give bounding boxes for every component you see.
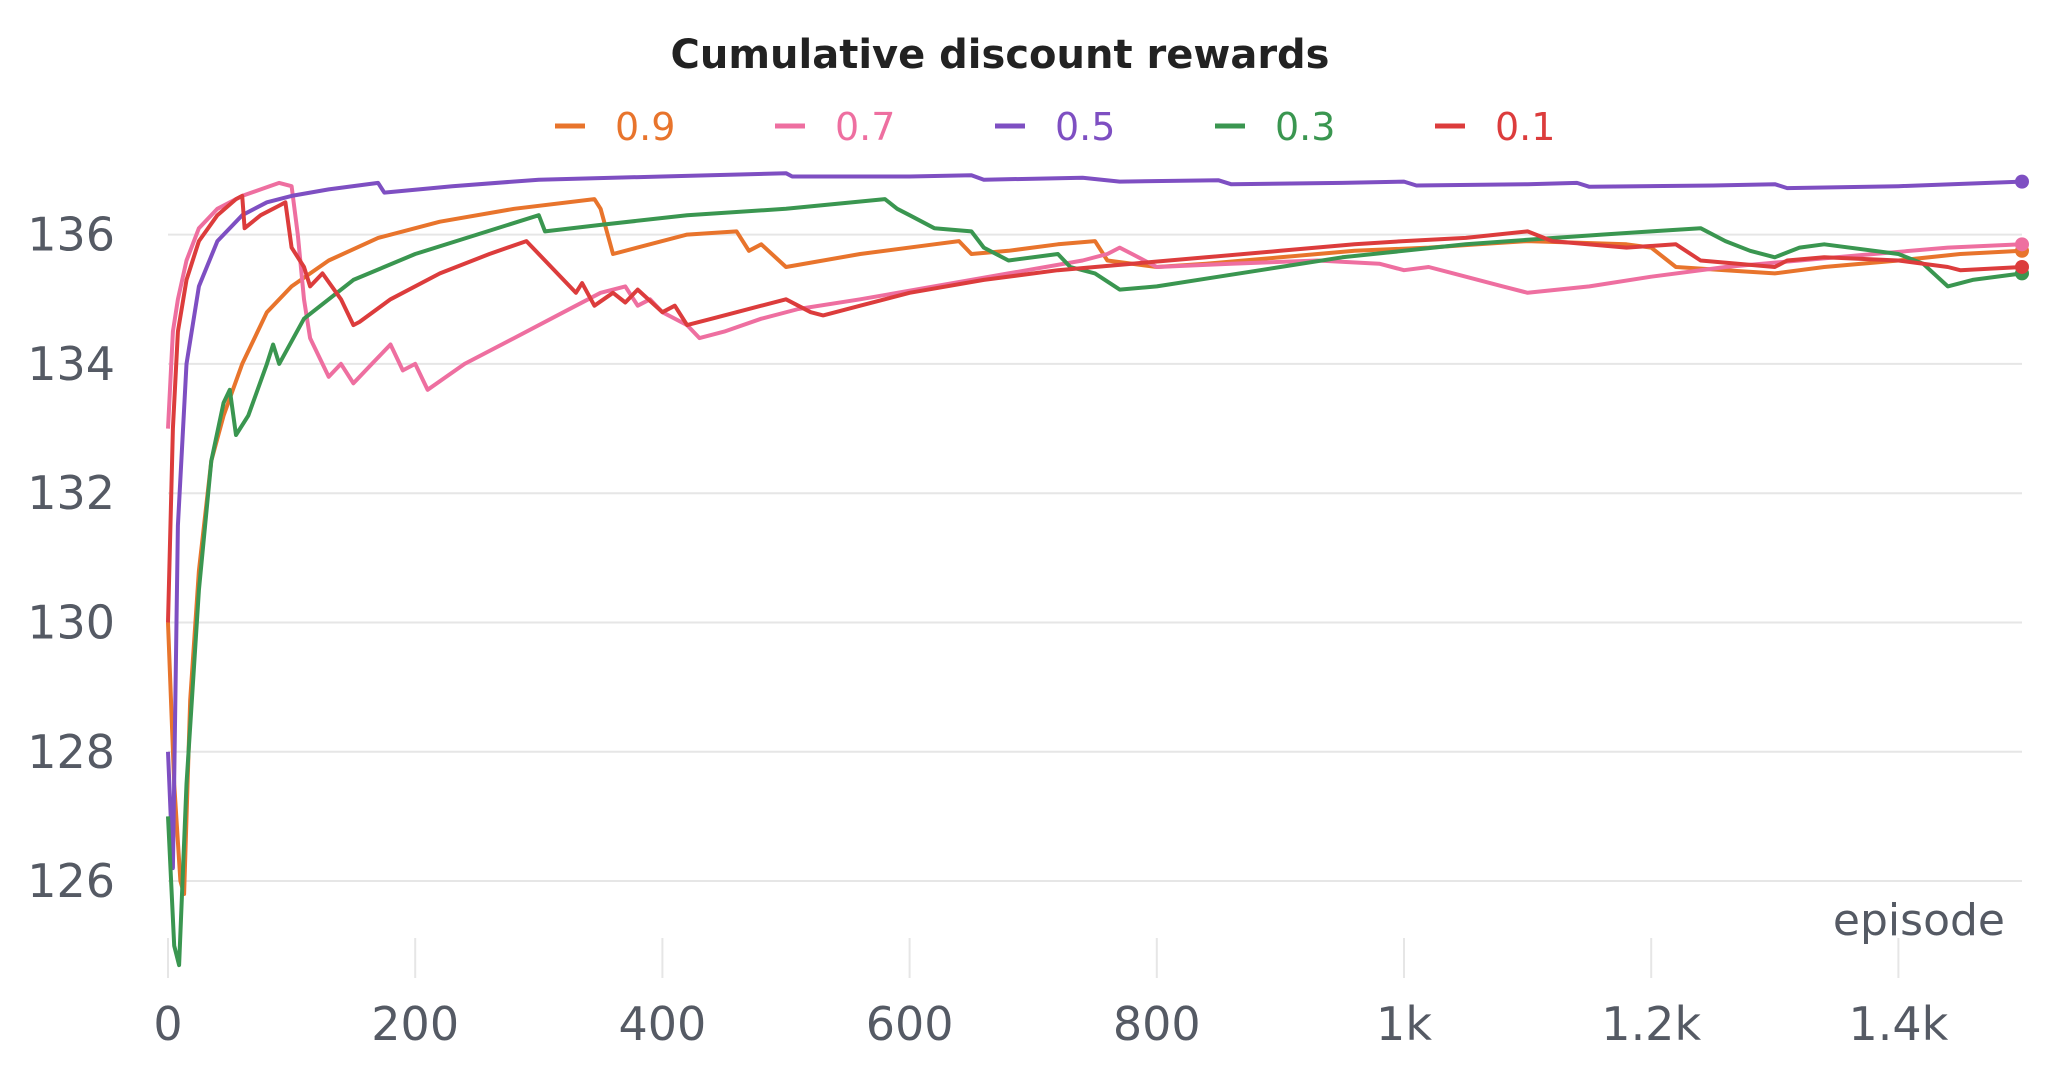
legend-item[interactable]: 0.3 — [1215, 105, 1335, 149]
grid-lines — [167, 233, 2022, 978]
legend: 0.9 0.7 0.5 0.3 0.1 — [555, 105, 1555, 149]
x-tick-label: 0 — [153, 997, 182, 1051]
x-axis-ticks: 0 200 400 600 800 1k 1.2k 1.4k — [153, 997, 1948, 1051]
x-tick-label: 1.4k — [1849, 997, 1949, 1051]
series-line-0.3 — [166, 197, 2023, 968]
x-tick-label: 800 — [1113, 997, 1201, 1051]
y-axis-ticks: 126 128 130 132 134 136 — [27, 208, 115, 908]
y-tick-label: 128 — [27, 725, 115, 779]
legend-label: 0.7 — [835, 105, 895, 149]
series-end-marker — [2015, 237, 2029, 252]
legend-label: 0.9 — [615, 105, 675, 149]
x-tick-label: 1k — [1376, 997, 1432, 1051]
y-tick-label: 126 — [27, 854, 115, 908]
series-line-0.5 — [166, 171, 2023, 871]
x-tick-label: 600 — [866, 997, 954, 1051]
legend-item[interactable]: 0.1 — [1435, 105, 1555, 149]
legend-label: 0.5 — [1055, 105, 1115, 149]
x-tick-label: 1.2k — [1601, 997, 1701, 1051]
chart-title: Cumulative discount rewards — [671, 32, 1330, 78]
series-end-marker — [2015, 259, 2029, 274]
y-tick-label: 130 — [27, 595, 115, 649]
legend-label: 0.1 — [1495, 105, 1555, 149]
y-tick-label: 132 — [27, 466, 115, 520]
legend-label: 0.3 — [1275, 105, 1335, 149]
series-line-0.1 — [166, 193, 2023, 623]
plot-area — [166, 171, 2029, 968]
y-tick-label: 134 — [27, 337, 115, 391]
x-axis-label: episode — [1833, 895, 2005, 946]
y-tick-label: 136 — [27, 208, 115, 262]
x-tick-label: 400 — [618, 997, 706, 1051]
series-end-marker — [2015, 174, 2029, 189]
legend-item[interactable]: 0.5 — [995, 105, 1115, 149]
series-line-0.9 — [166, 197, 2023, 896]
legend-item[interactable]: 0.7 — [775, 105, 895, 149]
legend-item[interactable]: 0.9 — [555, 105, 675, 149]
x-tick-label: 200 — [371, 997, 459, 1051]
